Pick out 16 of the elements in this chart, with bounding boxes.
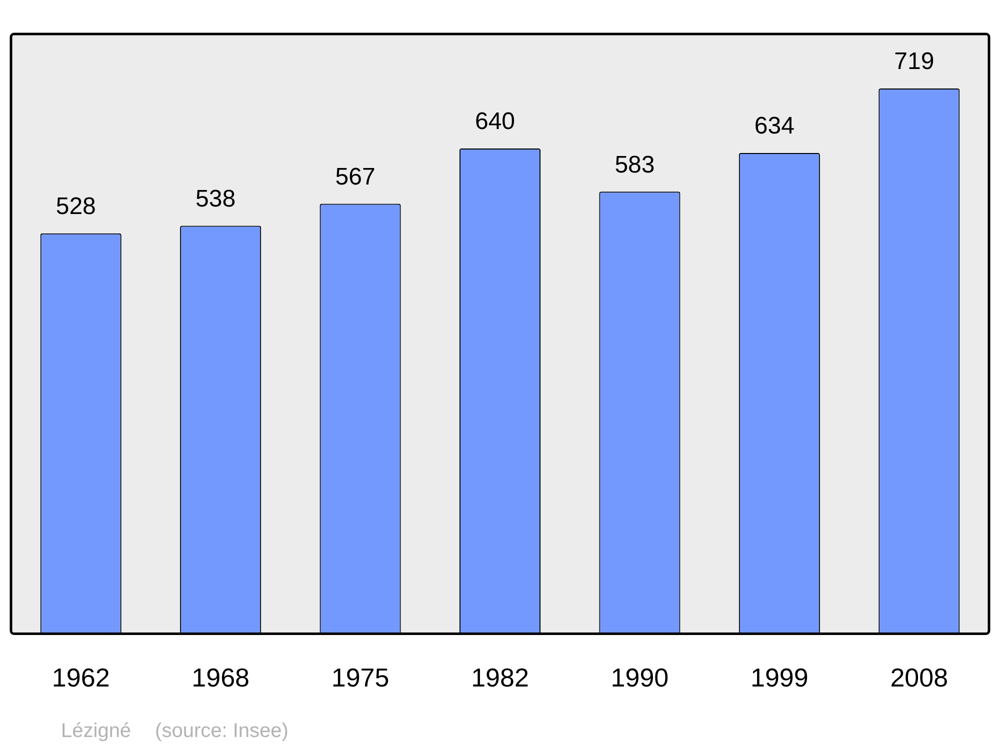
x-tick-label: 1999 <box>750 662 808 693</box>
data-label: 538 <box>196 185 236 212</box>
data-label: 634 <box>754 112 794 140</box>
x-tick-label: 1982 <box>471 662 529 693</box>
x-tick-label: 1968 <box>192 662 250 693</box>
x-tick-label: 2008 <box>890 662 948 693</box>
data-label: 567 <box>335 163 376 190</box>
x-tick-label: 1975 <box>331 662 390 693</box>
text: (source: Insee) <box>155 720 288 742</box>
data-label: 583 <box>614 151 655 178</box>
x-tick-label: 1990 <box>610 662 669 693</box>
data-label: 528 <box>56 193 96 220</box>
text: Lézigné <box>61 720 132 742</box>
data-label: 640 <box>474 108 516 136</box>
data-label: 719 <box>894 48 934 76</box>
x-tick-label: 1962 <box>52 662 110 693</box>
